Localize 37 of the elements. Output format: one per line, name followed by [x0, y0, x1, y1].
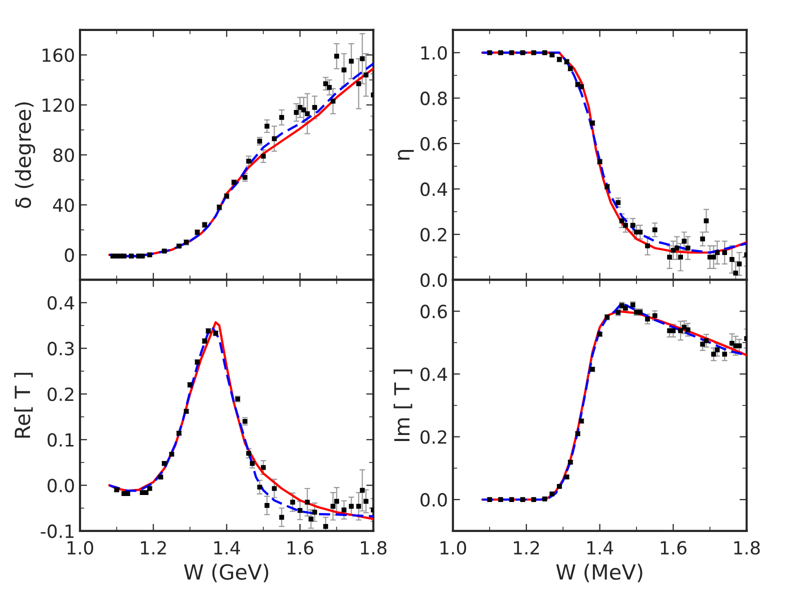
y-tick-label: 0.1 [48, 433, 74, 447]
y-tick-label: 0.4 [48, 296, 74, 310]
y-tick-label: 0.4 [420, 367, 448, 382]
y-tick-label: 80 [53, 148, 74, 162]
x-axis-title: W (GeV) [184, 564, 268, 582]
y-tick-label: 40 [53, 198, 74, 212]
x-tick-label: 1.6 [288, 541, 314, 555]
y-tick-label: 0.0 [420, 273, 447, 287]
y-tick-label: 0.0 [420, 493, 447, 507]
x-tick-label: 1.4 [587, 541, 614, 554]
y-tick-label: 0.0 [48, 478, 74, 492]
y-tick-label: 0.8 [420, 92, 447, 106]
y-tick-label: 0.2 [48, 387, 74, 402]
y-axis-title: η [398, 150, 414, 160]
y-tick-label: 0.3 [48, 342, 74, 356]
y-tick-label: 0.6 [420, 136, 447, 151]
x-tick-label: 1.8 [734, 541, 760, 555]
x-tick-label: 1.6 [660, 541, 686, 555]
y-axis-title: Re[ T ] [14, 372, 33, 438]
y-tick-label: 160 [42, 48, 74, 62]
y-tick-label: 1.0 [421, 46, 447, 60]
y-tick-label: -0.1 [40, 524, 74, 538]
y-tick-label: 120 [42, 98, 74, 112]
y-axis-title: δ (degree) [14, 102, 36, 208]
y-tick-label: 0.2 [420, 430, 446, 444]
x-tick-label: 1.0 [68, 541, 94, 555]
y-tick-label: 0.6 [420, 304, 447, 318]
x-tick-label: 1.4 [214, 541, 240, 554]
y-tick-label: 0.2 [420, 228, 446, 242]
x-tick-label: 1.8 [360, 541, 386, 555]
x-tick-label: 1.2 [514, 541, 539, 554]
y-axis-title: Im [ T ] [394, 370, 412, 441]
x-tick-label: 1.2 [140, 541, 166, 554]
x-tick-label: 1.0 [440, 541, 466, 555]
y-tick-label: 0 [64, 248, 74, 262]
x-axis-title: W (MeV) [556, 564, 642, 582]
y-tick-label: 0.4 [420, 182, 448, 196]
